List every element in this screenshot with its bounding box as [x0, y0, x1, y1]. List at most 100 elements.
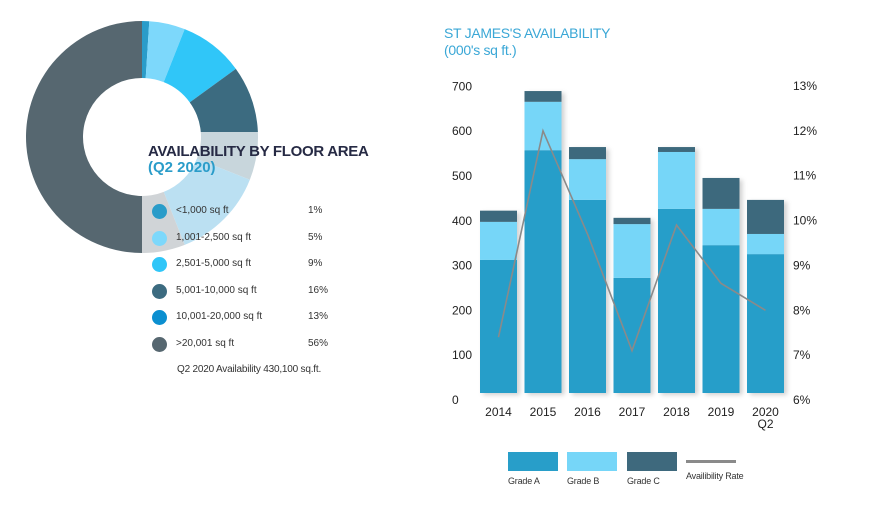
grade-b-swatch-icon	[567, 452, 617, 471]
legend-label: 1,001-2,500 sq ft	[176, 231, 252, 243]
donut-segment	[163, 29, 236, 103]
y2-axis-tick-label: 12%	[793, 124, 817, 138]
y-axis-tick-label: 300	[452, 259, 472, 273]
y-axis-tick-label: 100	[452, 348, 472, 362]
bar-segment-grade-c	[613, 217, 651, 225]
legend-dot-icon	[152, 310, 167, 325]
legend-item: >20,001 sq ft 56%	[150, 335, 380, 362]
bar-stack	[480, 210, 517, 393]
bar-segment-grade-c	[702, 177, 740, 209]
bar-segment-grade-a	[613, 277, 651, 393]
bar-segment-grade-c	[480, 210, 517, 222]
y-axis-tick-label: 600	[452, 124, 472, 138]
bar-stack	[613, 217, 651, 393]
legend-percent: 9%	[308, 258, 323, 269]
legend-item: 1,001-2,500 sq ft 5%	[150, 229, 380, 256]
y2-axis-tick-label: 8%	[793, 303, 811, 317]
legend-dot-icon	[152, 230, 167, 246]
rate-line-swatch-icon	[686, 460, 736, 463]
y2-axis-tick-label: 6%	[793, 393, 811, 407]
donut-segment	[142, 21, 150, 79]
y-axis-tick-label: 500	[452, 169, 472, 183]
y-axis-tick-label: 400	[452, 214, 472, 228]
bar-segment-grade-b	[702, 208, 740, 246]
donut-graphic	[26, 21, 300, 270]
donut-overlay-panel	[142, 132, 300, 270]
x-axis-tick-label: 2020	[752, 405, 779, 419]
bar-segment-grade-b	[613, 224, 651, 278]
legend-grade-c: Grade C	[627, 452, 677, 486]
y2-axis-tick-label: 11%	[793, 169, 816, 183]
bar-segment-grade-c	[569, 147, 606, 160]
legend-label: >20,001 sq ft	[176, 337, 235, 349]
x-axis-tick-label: 2017	[619, 405, 646, 419]
legend-grade-b: Grade B	[567, 452, 617, 486]
legend-rate-label: Availibility Rate	[686, 471, 744, 481]
legend-grade-a: Grade A	[508, 452, 558, 486]
legend-item: 2,501-5,000 sq ft 9%	[150, 255, 380, 282]
bar-segment-grade-a	[702, 245, 740, 393]
y2-axis-tick-label: 13%	[793, 79, 817, 93]
legend-dot-icon	[152, 283, 167, 299]
legend-percent: 13%	[308, 311, 329, 322]
donut-legend: <1,000 sq ft 1% 1,001-2,500 sq ft 5% 2,5…	[150, 202, 380, 361]
availability-rate-line	[497, 128, 766, 353]
legend-percent: 5%	[308, 231, 323, 243]
legend-label: 5,001-10,000 sq ft	[176, 284, 257, 296]
bar-stack	[747, 199, 784, 393]
legend-label: <1,000 sq ft	[176, 205, 229, 216]
y2-axis-tick-label: 9%	[793, 258, 811, 272]
legend-label: 2,501-5,000 sq ft	[176, 258, 252, 269]
bar-segment-grade-b	[524, 101, 562, 151]
bar-segment-grade-b	[569, 159, 606, 200]
donut-segment	[26, 21, 185, 253]
bar-stack	[702, 177, 740, 393]
donut-title: AVAILABILITY BY FLOOR AREA	[148, 143, 369, 160]
y2-axis-tick-label: 7%	[793, 348, 811, 362]
legend-dot-icon	[152, 257, 167, 272]
bar-segment-grade-c	[524, 91, 562, 102]
legend-grade-a-label: Grade A	[508, 476, 540, 486]
bar-segment-grade-b	[480, 221, 517, 260]
bar-segment-grade-a	[747, 254, 784, 393]
x-axis-tick-label: 2016	[574, 405, 601, 419]
bar-stack	[658, 147, 695, 393]
bar-segment-grade-a	[658, 208, 695, 393]
y2-axis-tick-label: 10%	[793, 214, 817, 228]
legend-availability-rate: Availibility Rate	[686, 452, 744, 481]
x-axis-tick-label: 2018	[663, 405, 690, 419]
legend-percent: 16%	[308, 284, 329, 296]
legend-percent: 1%	[308, 205, 323, 216]
bar-segment-grade-a	[524, 150, 562, 393]
bar-chart-subtitle: (000's sq ft.)	[444, 42, 517, 58]
y-axis-tick-label: 0	[452, 393, 459, 407]
bar-segment-grade-c	[747, 199, 784, 234]
legend-dot-icon	[152, 204, 167, 219]
donut-segment	[145, 21, 185, 83]
legend-label: 10,001-20,000 sq ft	[176, 311, 263, 322]
bar-segment-grade-b	[658, 151, 695, 209]
legend-item: 5,001-10,000 sq ft 16%	[150, 282, 380, 309]
floor-area-donut-chart	[0, 0, 300, 270]
bar-chart-title: ST JAMES'S AVAILABILITY	[444, 25, 611, 41]
legend-grade-b-label: Grade B	[567, 476, 600, 486]
x-axis-tick-label: Q2	[757, 417, 773, 431]
x-axis-tick-label: 2019	[708, 405, 735, 419]
bar-segment-grade-a	[569, 199, 606, 393]
grade-c-swatch-icon	[627, 452, 677, 471]
bar-segment-grade-c	[658, 147, 695, 152]
y-axis-tick-label: 200	[452, 303, 472, 317]
legend-dot-icon	[152, 336, 167, 352]
y-axis-tick-label: 700	[452, 79, 472, 93]
x-axis-tick-label: 2015	[530, 405, 557, 419]
bar-stack	[524, 91, 562, 393]
legend-item: 10,001-20,000 sq ft 13%	[150, 308, 380, 335]
grade-a-swatch-icon	[508, 452, 558, 471]
x-axis-tick-label: 2014	[485, 405, 512, 419]
bar-segment-grade-b	[747, 233, 784, 255]
donut-total-note: Q2 2020 Availability 430,100 sq.ft.	[177, 364, 322, 375]
legend-item: <1,000 sq ft 1%	[150, 202, 380, 229]
legend-grade-c-label: Grade C	[627, 476, 660, 486]
donut-subtitle: (Q2 2020)	[148, 159, 216, 176]
